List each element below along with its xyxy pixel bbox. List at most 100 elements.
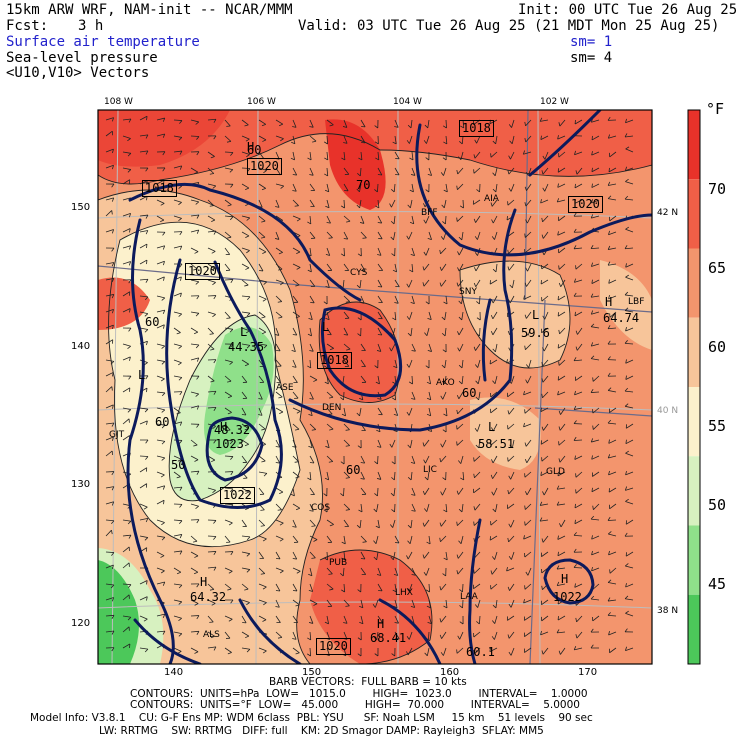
- high-marker: H: [561, 572, 569, 586]
- temp-label: 68.41: [370, 631, 407, 645]
- top-lon-label-4: 102 W: [540, 97, 569, 107]
- contours-hpa: CONTOURS: UNITS=hPa LOW= 1015.0 HIGH= 10…: [130, 688, 588, 700]
- station-label: PUB: [329, 558, 348, 568]
- top-lon-label-2: 106 W: [247, 97, 276, 107]
- colorbar-swatch: [688, 110, 700, 180]
- pressure-label: 1020: [316, 638, 351, 655]
- temp-label: 64.32: [190, 590, 227, 604]
- colorbar-tick-60: 60: [708, 338, 727, 356]
- wind-barbs: [105, 115, 634, 657]
- colorbar-swatch: [688, 594, 700, 664]
- pressure-label: 1023: [215, 437, 244, 451]
- temp-label: 60: [346, 463, 361, 477]
- barb-vectors-note: BARB VECTORS: FULL BARB = 10 kts: [269, 676, 467, 688]
- fcst-label: Fcst:: [6, 18, 49, 34]
- temp-label: 60: [145, 315, 160, 329]
- field-name-vectors: <U10,V10> Vectors: [6, 65, 150, 81]
- station-label: COS: [311, 503, 331, 513]
- field-sm-temperature: sm= 1: [570, 34, 613, 50]
- temp-label: 64.74: [603, 311, 640, 325]
- temp-label: 48.32: [214, 423, 251, 437]
- temp-label: 60: [462, 386, 477, 400]
- station-label: GLD: [546, 467, 565, 477]
- pressure-label: 1018: [142, 180, 177, 197]
- model-info-line1: Model Info: V3.8.1 CU: G-F Ens MP: WDM 6…: [30, 712, 593, 724]
- model-info-line2: LW: RRTMG SW: RRTMG DIFF: full KM: 2D Sm…: [99, 725, 544, 737]
- temp-label: 60: [155, 415, 170, 429]
- station-label: ASE: [276, 383, 294, 393]
- left-y-label-150: 150: [71, 202, 91, 213]
- colorbar-swatch: [688, 317, 700, 387]
- station-label: LHX: [395, 588, 413, 598]
- high-marker: H: [247, 140, 255, 154]
- left-y-label-130: 130: [71, 479, 91, 490]
- temp-label: 60.1: [466, 645, 495, 659]
- station-label: LIC: [423, 465, 437, 475]
- colorbar-unit: °F: [706, 100, 725, 118]
- top-lon-label-1: 108 W: [104, 97, 133, 107]
- low-marker: L: [138, 368, 146, 382]
- bottom-x-label-140: 140: [164, 667, 184, 678]
- temp-label: 50: [171, 458, 186, 472]
- contours-degf: CONTOURS: UNITS=°F LOW= 45.000 HIGH= 70.…: [130, 699, 580, 711]
- temp-label: 70: [356, 178, 371, 192]
- station-label: BFF: [421, 208, 438, 218]
- temp-label: 44.35: [228, 340, 265, 354]
- pressure-label: 1020: [247, 158, 282, 175]
- temp-label: 60: [247, 143, 262, 157]
- right-lat-label-38: 38 N: [657, 606, 679, 616]
- pressure-label: 1022: [220, 487, 255, 504]
- bottom-x-label-150: 150: [302, 667, 322, 678]
- temperature-field: [98, 110, 652, 664]
- temp-label: 59.6: [521, 326, 550, 340]
- init-time: Init: 00 UTC Tue 26 Aug 25: [518, 2, 738, 18]
- colorbar-swatch: [688, 179, 700, 249]
- colorbar-tick-55: 55: [708, 417, 727, 435]
- colorbar-tick-50: 50: [708, 496, 727, 514]
- low-marker: L: [322, 320, 330, 334]
- temp-label: 58.51: [478, 437, 515, 451]
- station-label: LAA: [460, 592, 478, 602]
- high-marker: H: [220, 420, 228, 434]
- station-label: SNY: [459, 287, 477, 297]
- high-marker: H: [377, 617, 385, 631]
- top-lon-label-3: 104 W: [393, 97, 422, 107]
- low-marker: L: [240, 325, 248, 339]
- colorbar-swatch: [688, 387, 700, 457]
- right-lat-label-42: 42 N: [657, 208, 679, 218]
- high-marker: H: [200, 575, 208, 589]
- fcst-value: 3 h: [78, 18, 104, 34]
- high-marker: H: [605, 295, 613, 309]
- colorbar-tick-45: 45: [708, 575, 727, 593]
- pressure-label: 1018: [459, 120, 494, 137]
- station-label: DEN: [322, 403, 342, 413]
- colorbar-tick-65: 65: [708, 259, 727, 277]
- colorbar-tick-70: 70: [708, 180, 727, 198]
- station-label: AKO: [436, 378, 455, 388]
- valid-time: Valid: 03 UTC Tue 26 Aug 25 (21 MDT Mon …: [298, 18, 720, 34]
- low-marker: L: [488, 420, 496, 434]
- left-y-label-140: 140: [71, 341, 91, 352]
- pressure-label: 1022: [553, 590, 582, 604]
- station-label: AIA: [484, 194, 499, 204]
- pressure-label: 1020: [568, 196, 603, 213]
- model-title: 15km ARW WRF, NAM-init -- NCAR/MMM: [6, 2, 293, 18]
- temperature-colorbar: [687, 109, 701, 665]
- right-lat-label-40: 40 N: [657, 406, 679, 416]
- field-name-temperature: Surface air temperature: [6, 34, 200, 50]
- low-marker: L: [532, 308, 540, 322]
- colorbar-swatch: [688, 525, 700, 595]
- colorbar-swatch: [688, 248, 700, 318]
- bottom-x-label-170: 170: [578, 667, 598, 678]
- colorbar-swatch: [688, 456, 700, 526]
- station-label: LBF: [628, 297, 645, 307]
- bottom-x-label-160: 160: [440, 667, 460, 678]
- station-label: ALS: [203, 630, 220, 640]
- field-sm-pressure: sm= 4: [570, 50, 613, 66]
- left-y-label-120: 120: [71, 618, 91, 629]
- station-label: GJT: [109, 430, 125, 440]
- pressure-label: 1020: [185, 263, 220, 280]
- station-label: CYS: [350, 268, 368, 278]
- pressure-label: 1018: [317, 352, 352, 369]
